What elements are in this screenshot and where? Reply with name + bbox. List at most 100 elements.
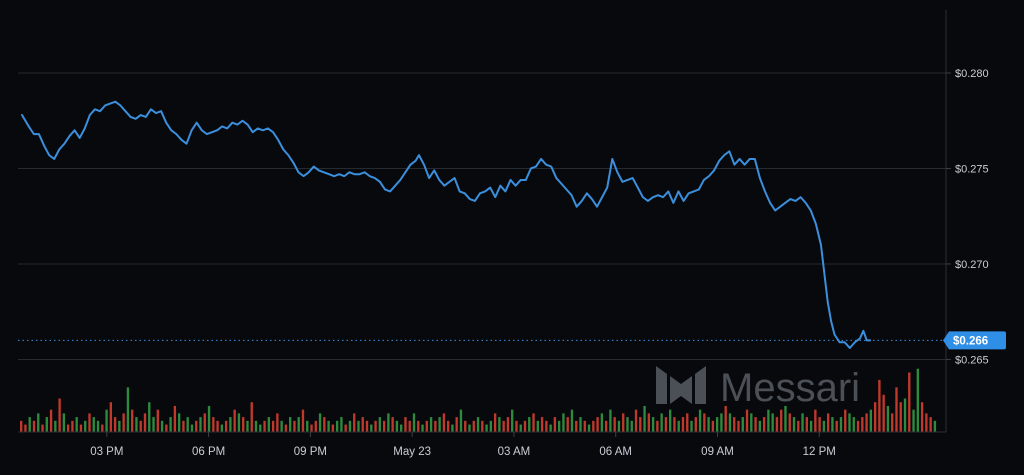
volume-bar: [775, 417, 779, 432]
volume-bar: [169, 417, 172, 432]
volume-bar: [71, 420, 74, 432]
volume-bar: [912, 409, 915, 432]
volume-bar: [835, 420, 838, 432]
volume-bar: [306, 420, 309, 432]
volume-bar: [190, 424, 194, 432]
volume-bar: [579, 417, 582, 432]
volume-bar: [246, 420, 249, 432]
volume-bar: [733, 417, 736, 432]
x-tick-label: 03 AM: [498, 446, 531, 458]
volume-bar: [532, 413, 535, 432]
volume-bar: [293, 420, 296, 432]
volume-bar: [425, 420, 428, 432]
volume-bar: [41, 424, 44, 432]
volume-bar: [229, 417, 232, 432]
volume-bar: [353, 413, 356, 432]
y-tick-label: $0.270: [955, 259, 989, 271]
volume-bar: [271, 420, 275, 432]
volume-bar: [340, 417, 343, 432]
volume-bar: [395, 420, 399, 432]
volume-bar: [344, 424, 347, 432]
volume-bar: [289, 417, 292, 432]
volume-bar: [626, 417, 629, 432]
volume-bar: [370, 424, 373, 432]
volume-bar: [622, 413, 625, 432]
volume-bar: [101, 424, 104, 432]
volume-bar: [464, 420, 467, 432]
volume-bar: [109, 402, 113, 432]
volume-bar: [600, 413, 604, 432]
volume-bar: [609, 409, 612, 432]
volume-bar: [856, 420, 860, 432]
x-tick-label: 03 PM: [90, 446, 123, 458]
volume-bar: [20, 420, 23, 432]
volume-bar: [895, 387, 898, 432]
volume-bar: [207, 405, 211, 432]
volume-bar: [634, 409, 638, 432]
x-tick-label: 09 AM: [701, 446, 734, 458]
volume-bar: [604, 420, 608, 432]
volume-bar: [703, 413, 706, 432]
volume-bar: [822, 420, 826, 432]
grid-lines: [18, 72, 946, 360]
volume-bar: [335, 420, 339, 432]
volume-bar: [250, 402, 253, 432]
volume-bar: [156, 409, 159, 432]
volume-bar: [237, 413, 241, 432]
volume-bar: [152, 417, 155, 432]
volume-bar: [485, 424, 488, 432]
x-tick-label: May 23: [393, 446, 431, 458]
volume-bar: [728, 413, 732, 432]
volume-bar: [784, 405, 787, 432]
volume-bar: [378, 417, 382, 432]
volume-bar: [88, 413, 91, 432]
volume-bar: [412, 413, 416, 432]
volume-bar: [669, 409, 672, 432]
y-tick-label: $0.275: [955, 163, 989, 175]
volume-bar: [762, 417, 766, 432]
volume-bar: [259, 424, 262, 432]
volume-bar: [844, 409, 847, 432]
volume-bar: [873, 402, 877, 432]
volume-bar: [459, 409, 463, 432]
volume-bar: [511, 409, 514, 432]
y-tick-label: $0.280: [955, 68, 989, 80]
volume-bar: [476, 417, 480, 432]
volume-bar: [37, 413, 40, 432]
volume-bar: [357, 420, 360, 432]
volume-bar: [592, 420, 595, 432]
volume-bar: [318, 413, 322, 432]
volume-bar: [301, 409, 305, 432]
volume-bar: [365, 420, 369, 432]
volume-bar: [920, 402, 924, 432]
volume-bar: [664, 417, 668, 432]
volume-bar: [54, 420, 57, 432]
volume-bar: [481, 420, 484, 432]
volume-bar: [826, 413, 830, 432]
volume-bar: [173, 405, 177, 432]
volume-bar: [126, 387, 130, 432]
volume-bar: [715, 417, 719, 432]
volume-bar: [515, 420, 518, 432]
volume-bar: [519, 424, 522, 432]
x-tick-label: 06 AM: [599, 446, 632, 458]
volume-bar: [148, 402, 151, 432]
volume-bar: [523, 420, 527, 432]
volume-bar: [639, 417, 642, 432]
volume-bar: [549, 424, 552, 432]
volume-bar: [771, 413, 774, 432]
volume-bar: [361, 417, 364, 432]
volume-bar: [32, 420, 36, 432]
volume-bar: [105, 409, 108, 432]
volume-bar: [84, 420, 87, 432]
volume-bar: [233, 409, 236, 432]
volume-bar: [224, 420, 228, 432]
volume-bar: [528, 417, 531, 432]
volume-bar: [92, 417, 95, 432]
volume-bar: [323, 417, 326, 432]
volume-bar: [186, 417, 189, 432]
volume-bar: [79, 424, 83, 432]
volume-bar: [113, 417, 117, 432]
volume-bar: [780, 409, 783, 432]
